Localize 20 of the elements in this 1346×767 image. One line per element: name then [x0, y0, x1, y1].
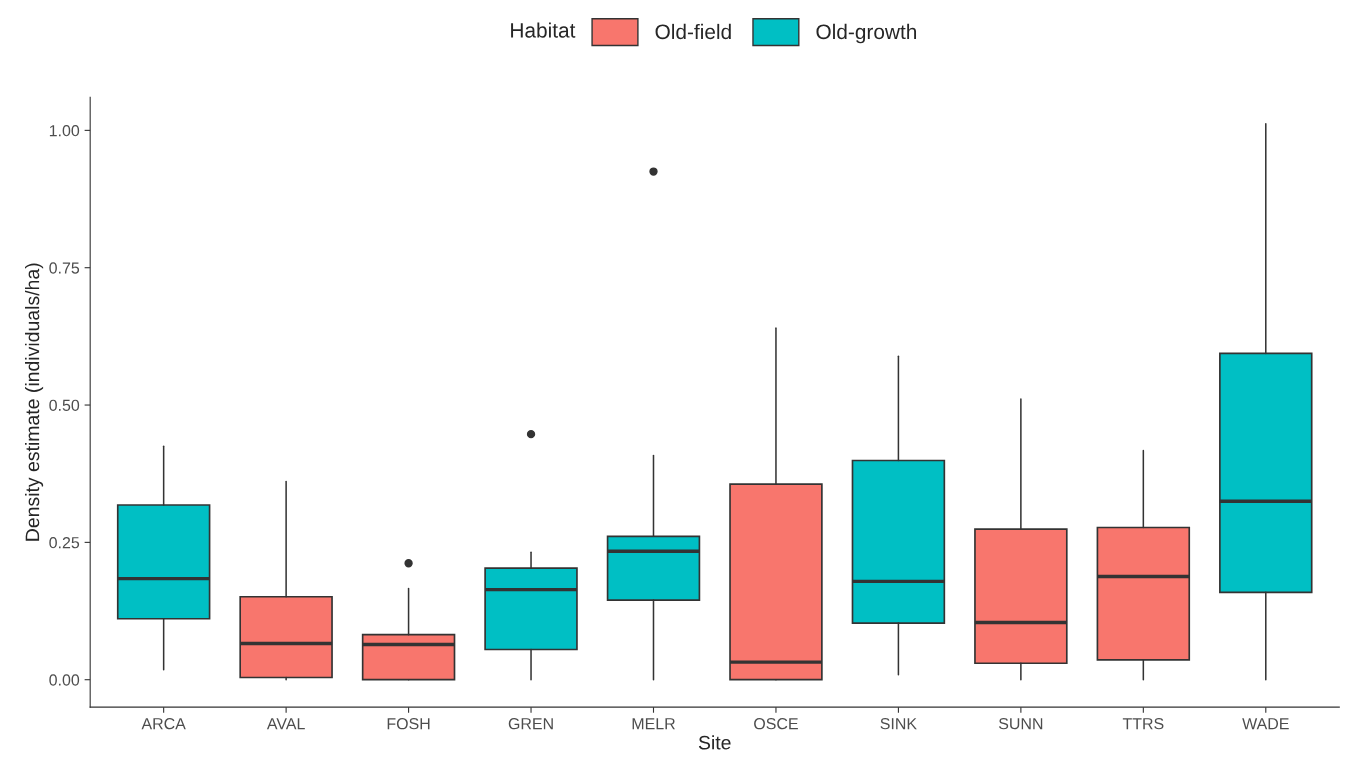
- x-tick-label: FOSH: [387, 718, 430, 730]
- y-tick-label: 1.00: [49, 125, 80, 137]
- legend-label: Old-growth: [816, 23, 917, 44]
- y-tick-label: 0.25: [49, 537, 80, 549]
- legend-title: Habitat: [511, 22, 576, 38]
- x-tick-label: AVAL: [266, 718, 305, 730]
- x-tick-label: SUNN: [998, 718, 1043, 730]
- y-tick-label: 0.50: [49, 399, 80, 411]
- legend-label: Old-field: [655, 23, 731, 40]
- x-tick-label: WADE: [1242, 718, 1289, 730]
- x-tick-label: OSCE: [754, 718, 798, 730]
- x-tick-label: TTRS: [1122, 718, 1164, 730]
- y-axis-title: Density estimate (individuals/ha): [25, 263, 44, 541]
- x-tick-label: GREN: [508, 718, 553, 730]
- y-tick-label: 0.00: [49, 674, 80, 686]
- x-tick-label: ARCA: [141, 718, 186, 730]
- y-tick-label: 0.75: [49, 262, 80, 274]
- x-tick-label: SINK: [880, 718, 917, 730]
- x-tick-label: MELR: [632, 718, 675, 730]
- x-axis-title: Site: [698, 735, 731, 750]
